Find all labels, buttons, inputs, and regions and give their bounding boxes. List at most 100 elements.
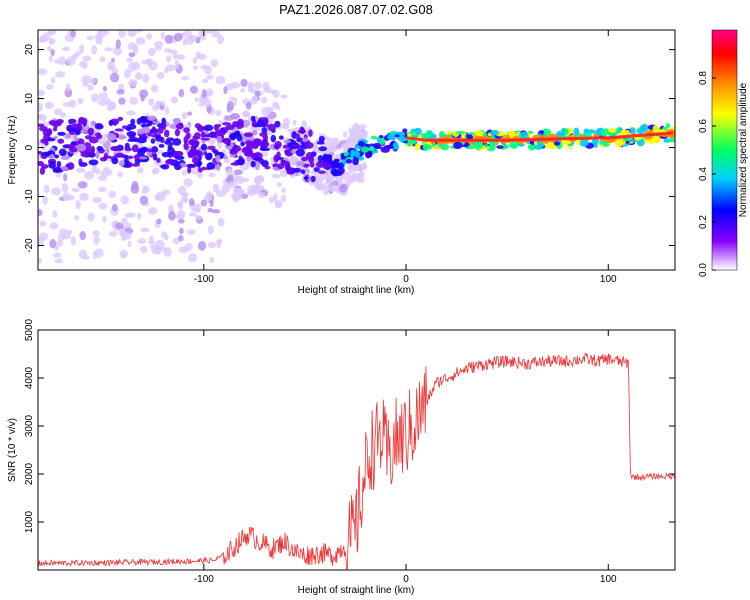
spectrum-blob — [123, 157, 129, 166]
spectrum-blob — [174, 128, 181, 137]
spectrum-blob — [70, 30, 77, 38]
spectrum-blob — [172, 237, 180, 245]
spectrum-blob — [79, 230, 87, 241]
spectrum-blob — [48, 30, 53, 35]
spectrum-blob — [271, 174, 281, 179]
spectrum-blob — [55, 70, 66, 78]
spectrum-blob — [139, 116, 149, 124]
spectrum-blob — [295, 148, 305, 157]
spectrum-blob — [38, 114, 47, 122]
spectrum-blob — [206, 74, 214, 80]
spectrum-blob — [197, 241, 207, 251]
spectrum-blob — [186, 229, 196, 235]
spectrum-blob — [262, 81, 270, 91]
spectrum-blob — [146, 33, 153, 40]
spectrum-blob — [49, 222, 59, 230]
spectrum-blob — [53, 59, 60, 64]
spectrum-blob — [41, 164, 49, 169]
spectrum-blob — [75, 199, 81, 210]
spectrum-blob — [134, 30, 144, 33]
spectrum-blob — [60, 155, 70, 161]
spectrum-blob — [152, 152, 158, 161]
spectrum-blob — [668, 137, 675, 143]
spectrum-blob — [200, 131, 206, 138]
x-tick-label: 0 — [403, 574, 409, 585]
spectrum-blob — [95, 132, 102, 138]
spectrum-blob — [98, 92, 108, 101]
spectrum-blob — [164, 129, 170, 138]
spectrum-blob — [474, 130, 484, 137]
spectrum-blob — [357, 141, 365, 147]
spectrum-blob — [276, 182, 282, 188]
spectrum-blob — [218, 119, 223, 125]
spectrum-blob — [50, 48, 55, 56]
spectrum-blob — [165, 159, 174, 165]
spectrum-blob — [187, 166, 192, 174]
spectrum-blob — [440, 143, 450, 151]
spectrum-blob — [155, 135, 163, 142]
spectrum-blob — [93, 236, 100, 245]
spectrum-blob — [273, 154, 280, 163]
spectrum-blob — [190, 145, 196, 151]
spectrum-blob — [265, 106, 274, 113]
spectrum-blob — [211, 30, 221, 38]
spectrum-blob — [191, 156, 200, 165]
spectrum-blob — [110, 72, 120, 83]
spectrum-blob — [324, 154, 332, 160]
spectrum-blob — [629, 127, 636, 135]
spectrum-blob — [54, 154, 60, 159]
y-tick-label: -10 — [24, 189, 35, 204]
spectrum-blob — [223, 155, 228, 160]
spectrum-blob — [323, 187, 330, 196]
spectrum-blob — [38, 209, 43, 217]
spectrum-blob — [80, 128, 88, 134]
spectrum-blob — [115, 152, 125, 158]
spectrum-blob — [473, 141, 484, 149]
spectrum-blob — [192, 65, 198, 70]
spectrum-blob — [194, 97, 199, 103]
spectrum-blob — [38, 89, 46, 96]
spectrum-blob — [280, 194, 287, 203]
spectrum-blob — [309, 161, 315, 168]
spectrum-blob — [128, 52, 136, 58]
spectrum-blob — [183, 136, 189, 144]
spectrum-blob — [354, 151, 361, 158]
spectrum-blob — [409, 139, 417, 144]
spectrum-blob — [51, 187, 61, 196]
spectrum-blob — [121, 217, 128, 225]
spectrum-blob — [301, 156, 308, 162]
spectrum-blob — [176, 54, 186, 60]
spectrum-blob — [54, 245, 59, 251]
spectrum-blob — [259, 132, 268, 138]
spectrum-blob — [92, 230, 100, 237]
spectrum-blob — [68, 119, 73, 125]
spectrum-blob — [99, 56, 106, 63]
spectrum-blob — [124, 147, 133, 152]
spectrum-blob — [200, 137, 210, 141]
spectrum-blob — [151, 146, 159, 153]
spectrum-blob — [295, 160, 306, 167]
spectrum-blob — [46, 128, 53, 136]
spectrum-blob — [147, 47, 156, 57]
spectrum-blob — [150, 84, 159, 93]
spectrum-blob — [343, 174, 352, 181]
spectrum-blob — [170, 96, 179, 104]
spectrum-blob — [182, 38, 187, 47]
spectrum-blob — [342, 131, 348, 138]
spectrum-blob — [261, 96, 268, 104]
spectrum-blob — [126, 57, 133, 63]
spectrum-blob — [201, 166, 206, 171]
spectrum-blob — [174, 150, 184, 157]
spectrum-blob — [358, 156, 365, 161]
spectrum-blob — [187, 151, 197, 157]
spectrum-blob — [392, 142, 399, 149]
spectrum-blob — [79, 192, 89, 201]
spectrum-blob — [137, 238, 147, 244]
spectrum-blob — [157, 71, 165, 80]
spectrum-blob — [573, 127, 580, 135]
spectrum-blob — [579, 138, 589, 147]
spectrum-blob — [281, 160, 291, 166]
spectrum-blob — [201, 89, 207, 99]
spectrum-blob — [291, 131, 297, 139]
spectrum-blob — [118, 97, 126, 105]
